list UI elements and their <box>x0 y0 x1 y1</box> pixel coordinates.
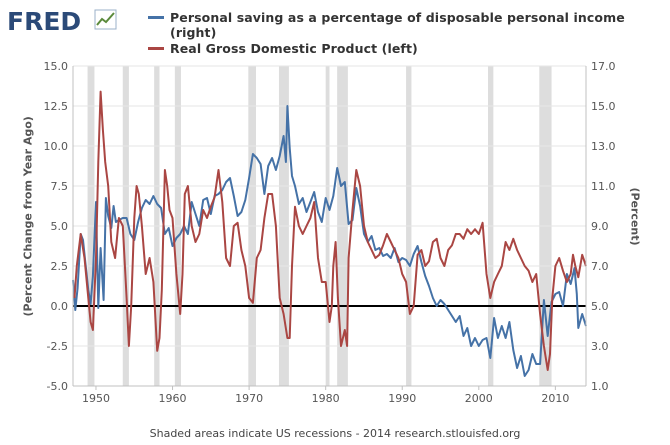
left-tick-label: 7.5 <box>51 180 69 193</box>
footer-note: Shaded areas indicate US recessions - 20… <box>149 427 521 440</box>
legend-label-gdp: Real Gross Domestic Product (left) <box>170 41 418 56</box>
legend-label-saving: Personal saving as a percentage of dispo… <box>170 10 625 40</box>
left-tick-label: 2.5 <box>51 260 69 273</box>
right-tick-label: 15.0 <box>591 100 616 113</box>
x-tick-label: 2010 <box>541 392 569 405</box>
series-line-real-gdp <box>73 90 587 371</box>
x-tick-label: 1990 <box>388 392 416 405</box>
series-lines <box>72 90 587 377</box>
left-axis-ticks: -5.0 -2.5 0.0 2.5 5.0 7.5 10.0 12.5 15.0 <box>44 60 69 393</box>
right-tick-label: 3.0 <box>591 340 609 353</box>
x-tick-label: 2000 <box>465 392 493 405</box>
right-tick-label: 17.0 <box>591 60 616 73</box>
left-tick-label: 12.5 <box>44 100 69 113</box>
right-tick-label: 7.0 <box>591 260 609 273</box>
legend-label-saving-line2: (right) <box>170 25 217 40</box>
legend: Personal saving as a percentage of dispo… <box>148 10 648 56</box>
legend-swatch-saving <box>148 16 164 19</box>
x-tick-label: 1970 <box>235 392 263 405</box>
legend-label-saving-line1: Personal saving as a percentage of dispo… <box>170 10 625 25</box>
fred-logo-chart-icon <box>94 9 117 30</box>
legend-swatch-gdp <box>148 47 164 50</box>
x-axis-ticks: 1950 1960 1970 1980 1990 2000 2010 <box>82 386 569 405</box>
x-tick-label: 1960 <box>159 392 187 405</box>
legend-item-gdp[interactable]: Real Gross Domestic Product (left) <box>148 41 648 56</box>
x-tick-label: 1980 <box>312 392 340 405</box>
right-axis-label: (Percent) <box>628 187 642 246</box>
right-tick-label: 13.0 <box>591 140 616 153</box>
left-tick-label: 0.0 <box>51 300 69 313</box>
left-axis-label: (Percent Change from Year Ago) <box>21 116 35 317</box>
fred-logo[interactable]: FRED <box>7 6 119 36</box>
right-tick-label: 11.0 <box>591 180 616 193</box>
right-tick-label: 5.0 <box>591 300 609 313</box>
right-tick-label: 9.0 <box>591 220 609 233</box>
left-tick-label: -5.0 <box>47 380 68 393</box>
legend-item-saving[interactable]: Personal saving as a percentage of dispo… <box>148 10 648 40</box>
left-tick-label: 15.0 <box>44 60 69 73</box>
x-tick-label: 1950 <box>82 392 110 405</box>
left-tick-label: 10.0 <box>44 140 69 153</box>
left-tick-label: -2.5 <box>47 340 68 353</box>
right-tick-label: 1.0 <box>591 380 609 393</box>
left-tick-label: 5.0 <box>51 220 69 233</box>
axes <box>72 66 587 387</box>
right-axis-ticks: 1.0 3.0 5.0 7.0 9.0 11.0 13.0 15.0 17.0 <box>591 60 616 393</box>
fred-logo-text: FRED <box>7 7 81 36</box>
